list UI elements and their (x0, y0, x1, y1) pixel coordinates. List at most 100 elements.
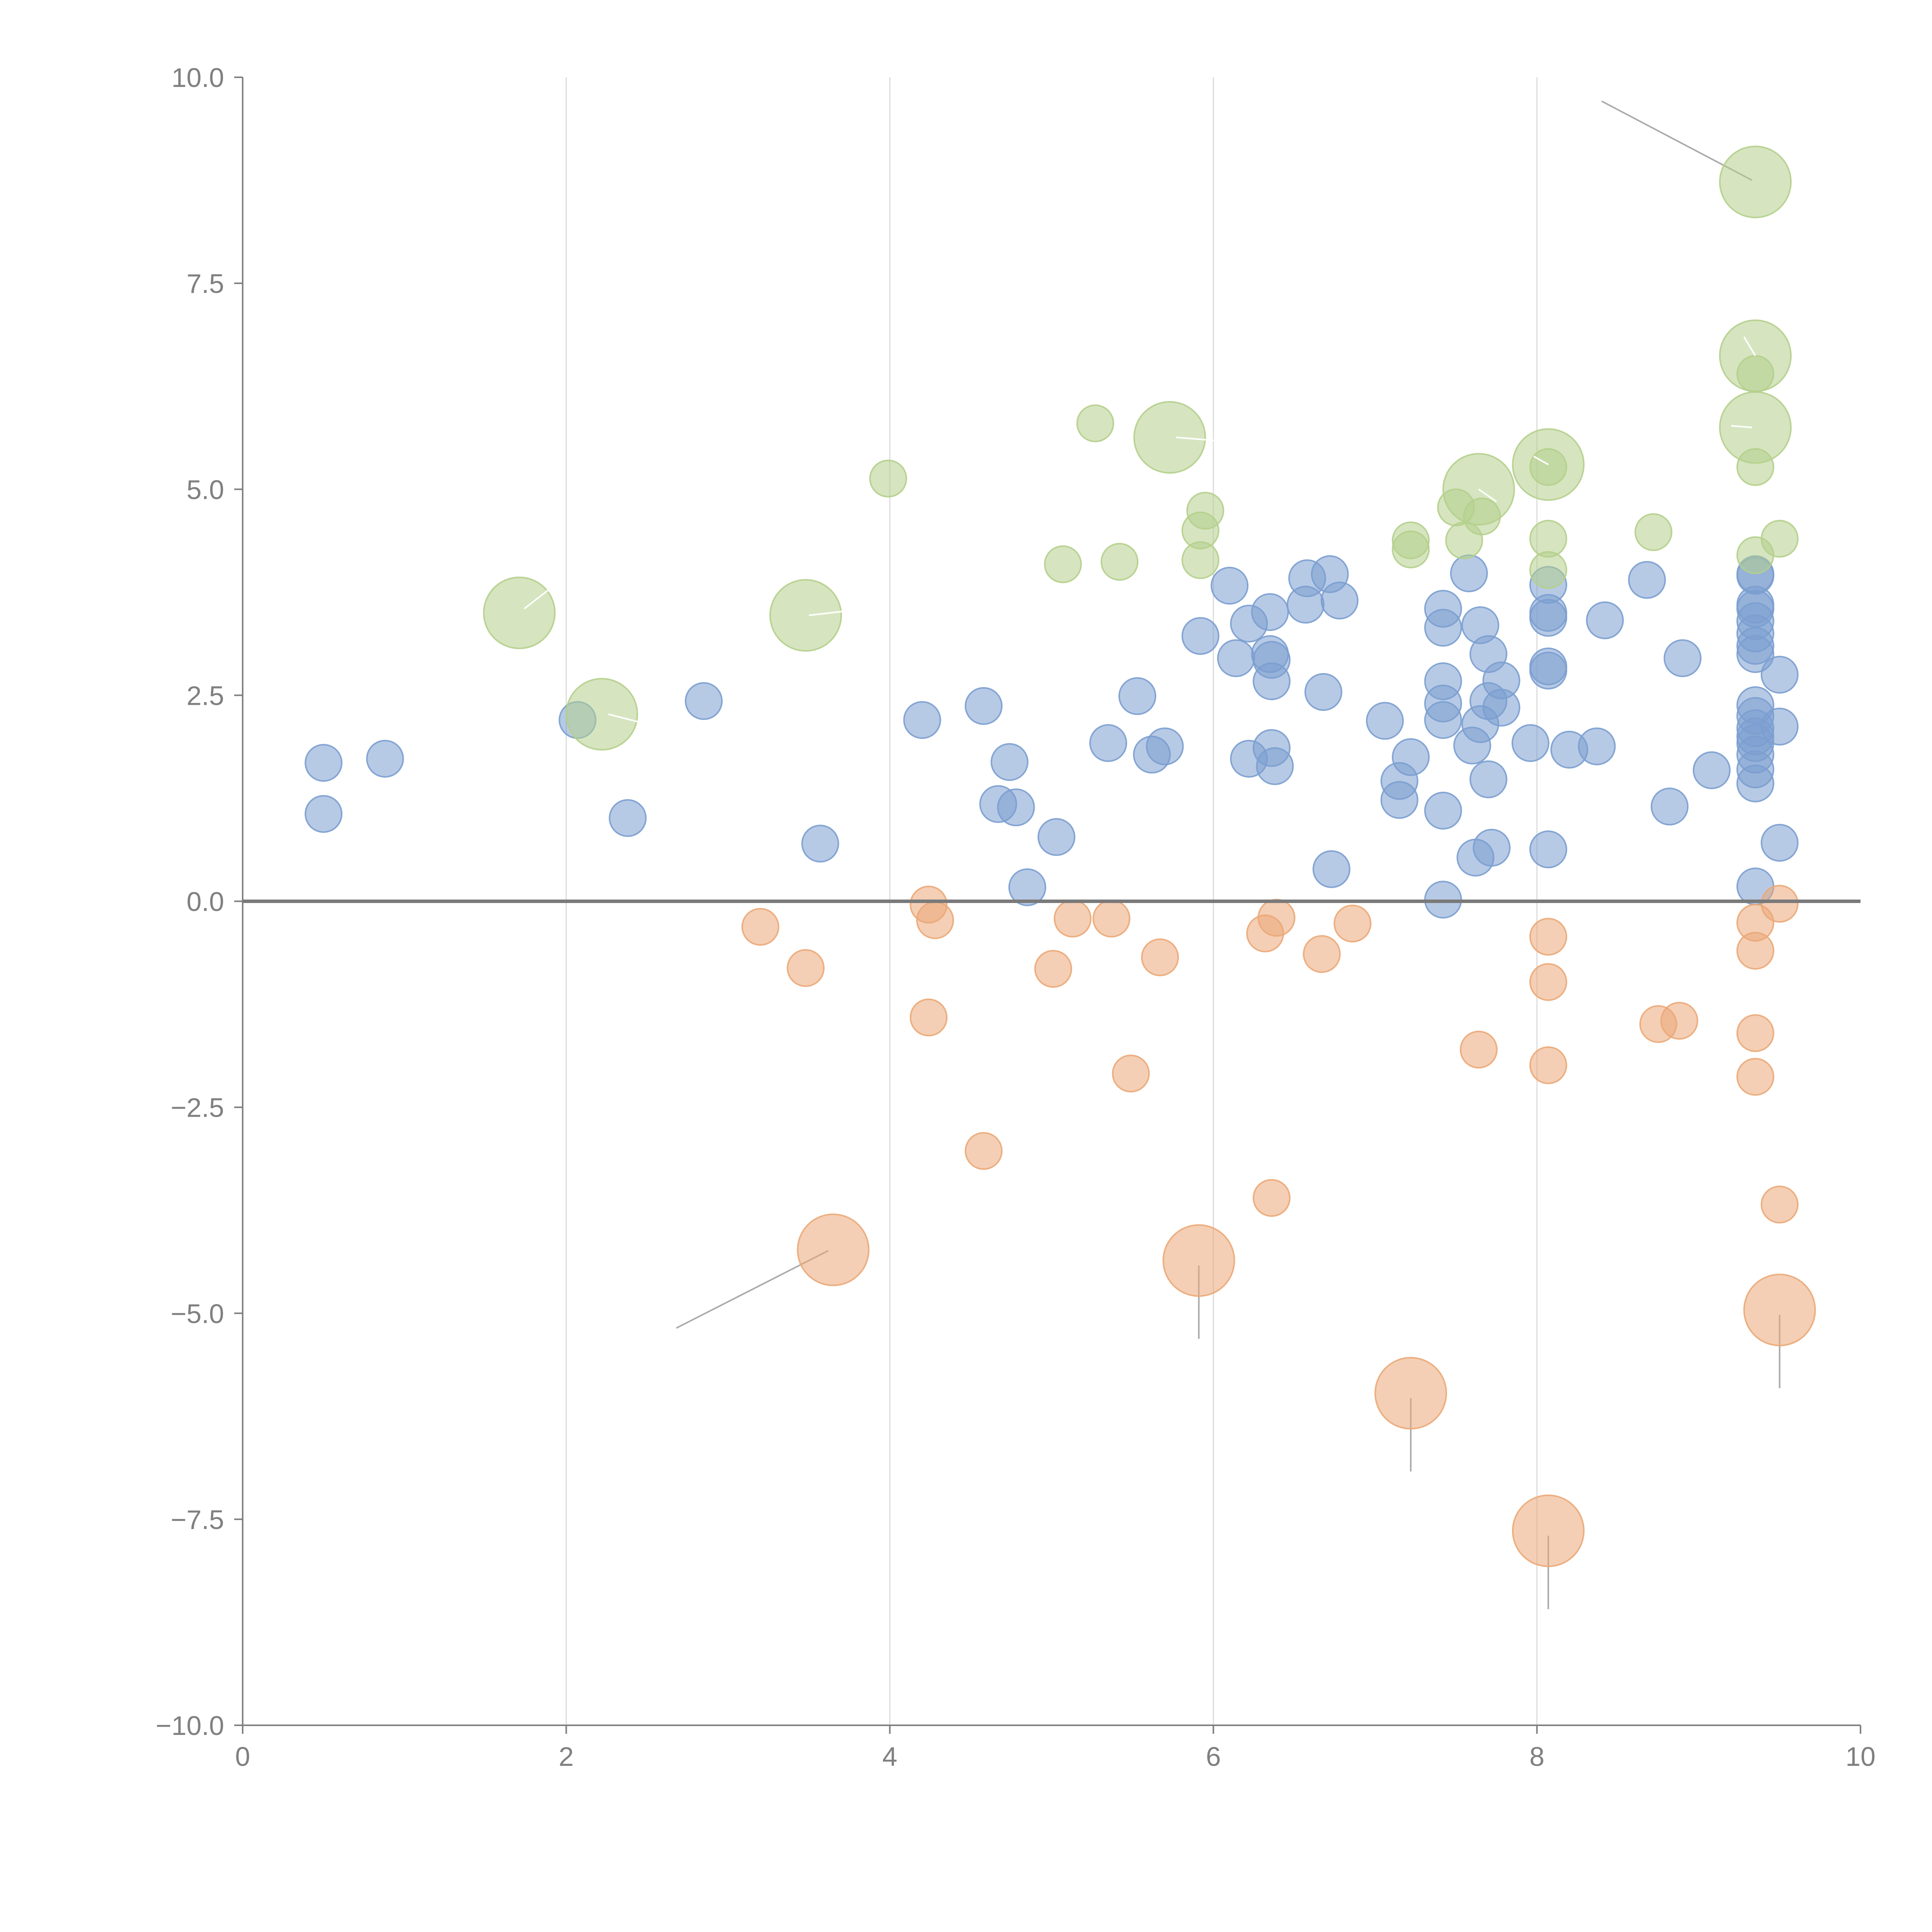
bubble-green (1044, 545, 1082, 583)
bubble-blue (1089, 724, 1128, 762)
bubble-orange (1736, 1014, 1774, 1052)
annotation-leader (1176, 436, 1217, 442)
bubble-blue (1251, 593, 1289, 631)
bubble-orange (1303, 935, 1341, 973)
bubble-orange (1529, 1046, 1567, 1084)
bubble-orange (1034, 950, 1072, 988)
bubble-blue (1473, 828, 1511, 867)
x-tick-label: 2 (559, 1742, 574, 1772)
bubble-orange (741, 908, 779, 946)
bubble-green (1186, 492, 1225, 530)
bubble-blue (1586, 601, 1624, 639)
annotation-leader (1478, 488, 1497, 502)
bubble-orange (1257, 899, 1296, 937)
bubble-blue (1424, 609, 1462, 647)
bubble-orange (1736, 1058, 1774, 1096)
bubble-green (769, 579, 842, 652)
bubble-orange (1333, 905, 1372, 943)
bubble-blue (1392, 738, 1430, 776)
y-tick-label: −10.0 (156, 1711, 224, 1741)
bubble-green (1076, 404, 1114, 442)
bubble-blue (1181, 617, 1219, 655)
bubble-blue (997, 788, 1035, 827)
bubble-blue (304, 795, 343, 833)
bubble-orange (1760, 884, 1799, 923)
bubble-blue (1252, 662, 1291, 701)
bubble-blue (1578, 727, 1616, 765)
x-tick-label: 10 (1845, 1742, 1876, 1772)
bubble-blue (1256, 747, 1294, 785)
bubble-blue (1760, 707, 1799, 746)
bubble-blue (1450, 554, 1488, 592)
bubble-orange (1736, 932, 1774, 970)
bubble-blue (1511, 724, 1549, 762)
bubble-orange (1112, 1054, 1150, 1093)
bubble-green (483, 577, 556, 650)
bubble-blue (609, 799, 647, 837)
bubble-orange (1252, 1179, 1291, 1217)
bubble-blue (685, 682, 723, 720)
bubble-orange (916, 901, 954, 939)
bubble-green (869, 459, 907, 498)
bubble-blue (1146, 727, 1184, 765)
x-tick-label: 0 (235, 1742, 250, 1772)
tick-labels: 0 2 4 6 8 10 10.0 7.5 5.0 2.5 0.0 −2.5 −5.0 −7.5 −10.0 (156, 63, 1876, 1772)
bubble-green (1719, 145, 1792, 218)
bubble-blue (990, 743, 1029, 781)
bubble-green (1133, 401, 1206, 474)
x-tick-label: 8 (1529, 1742, 1544, 1772)
y-tick-label: 7.5 (187, 269, 224, 299)
bubble-blue (1380, 781, 1418, 819)
bubble-blue (964, 687, 1003, 725)
bubble-orange (964, 1132, 1003, 1170)
annotation-leader (809, 608, 866, 616)
bubble-green (1100, 543, 1139, 581)
bubble-blue (1482, 689, 1520, 727)
bubble-orange (797, 1213, 870, 1286)
y-tick-label: 5.0 (187, 474, 224, 505)
bubble-blue (903, 701, 941, 739)
bubble-orange (1660, 1002, 1699, 1040)
bubble-blue (1118, 677, 1156, 715)
bubble-blue (1650, 787, 1689, 826)
y-tick-label: 2.5 (187, 680, 224, 711)
bubble-blue (1217, 639, 1255, 677)
bubble-orange (1529, 963, 1567, 1001)
bubble-green (1392, 530, 1430, 568)
annotation-leader (1743, 336, 1756, 356)
bubble-green (1529, 448, 1567, 486)
bubble-green (1529, 551, 1567, 589)
annotation-leader (1731, 425, 1752, 429)
bubble-blue (1736, 635, 1774, 673)
bubble-blue (1692, 751, 1731, 789)
bubble-blue (1529, 599, 1567, 637)
bubble-green (1760, 520, 1799, 558)
bubble-blue (1760, 824, 1799, 862)
y-tick-label: −5.0 (171, 1299, 224, 1329)
annotation-leaders (676, 100, 1781, 1609)
bubble-blue (1211, 566, 1249, 605)
bubble-orange (1459, 1031, 1498, 1069)
bubble-blue (1628, 561, 1666, 599)
bubble-orange (910, 998, 948, 1037)
annotation-leader (608, 713, 638, 723)
bubble-orange (1053, 900, 1092, 938)
annotation-leader (1533, 456, 1549, 466)
bubble-blue (1424, 791, 1462, 830)
bubble-blue (366, 740, 404, 778)
bubble-orange (1512, 1494, 1585, 1567)
bubble-green (1181, 541, 1219, 579)
bubble-orange (787, 949, 825, 987)
bubble-green (565, 678, 638, 751)
bubble-blue (1469, 760, 1507, 798)
bubble-layer (304, 145, 1816, 1567)
bubble-orange (1743, 1274, 1816, 1347)
bubble-blue (304, 744, 343, 782)
bubble-blue (1320, 582, 1359, 620)
bubble-blue (1529, 651, 1567, 690)
bubble-blue (801, 825, 839, 863)
bubble-blue (1304, 673, 1342, 711)
x-tick-label: 6 (1206, 1742, 1221, 1772)
bubble-orange (1162, 1224, 1235, 1297)
